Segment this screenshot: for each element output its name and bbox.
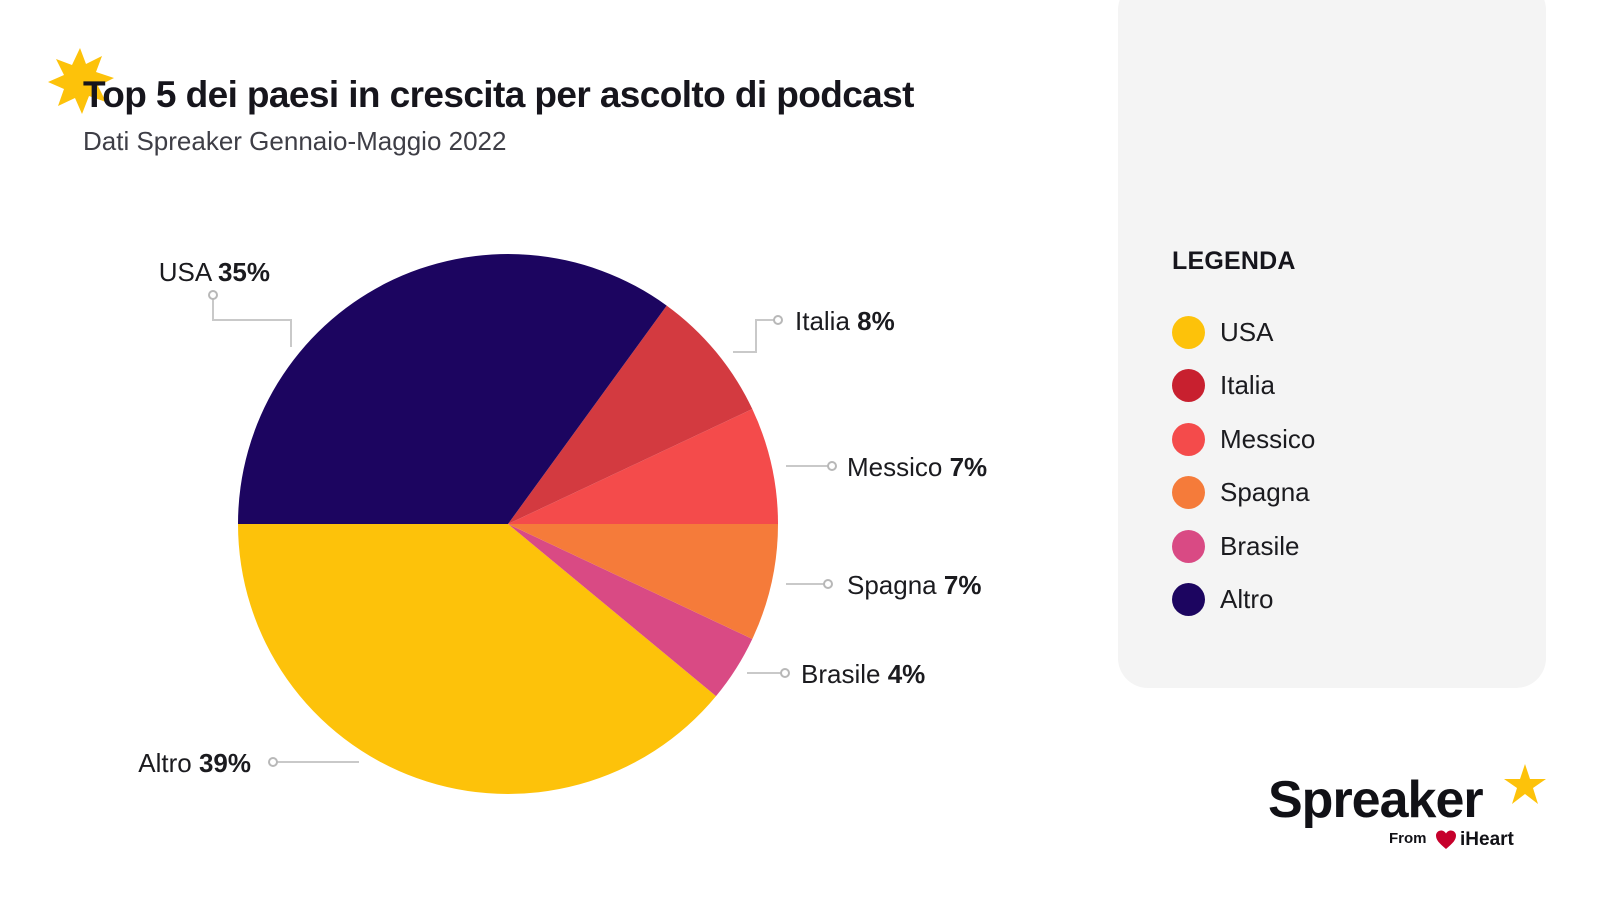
leader-dot-messico <box>827 461 837 471</box>
legend-swatch <box>1172 476 1205 509</box>
pie-slice-usa <box>237 253 667 524</box>
leader-dot-usa <box>208 290 218 300</box>
leader-dot-italia <box>773 315 783 325</box>
legend-label: Messico <box>1220 423 1316 454</box>
slice-label-name: Messico <box>847 452 950 482</box>
legend-label: Spagna <box>1220 477 1310 507</box>
legend-label: Altro <box>1220 584 1274 614</box>
leader-dot-spagna <box>823 579 833 589</box>
legend-item-messico: Messico <box>1172 422 1316 456</box>
slice-label-messico: Messico 7% <box>847 452 987 482</box>
legend-item-usa: USA <box>1172 315 1315 349</box>
legend-item-spagna: Spagna <box>1172 476 1315 509</box>
legend-title: LEGENDA <box>1172 247 1296 275</box>
heart-icon <box>1436 830 1456 849</box>
legend-item-brasile: Brasile <box>1172 529 1315 563</box>
slice-label-altro: Altro 39% <box>138 748 251 778</box>
starburst-icon <box>44 44 116 121</box>
legend-label: USA <box>1220 316 1274 347</box>
pie-slice-italia <box>508 305 753 524</box>
pie-slice-messico <box>508 409 778 524</box>
brand-logo: Spreaker From iHeart <box>1268 764 1558 860</box>
brand-star-icon <box>1504 764 1546 804</box>
legend-item-italia: Italia <box>1172 369 1315 402</box>
leader-dot-brasile <box>780 668 790 678</box>
slice-label-name: USA <box>159 257 218 287</box>
slice-label-name: Italia <box>795 306 857 336</box>
legend-swatch <box>1172 529 1205 563</box>
slice-label-name: Spagna <box>847 570 944 600</box>
slice-label-name: Altro <box>138 748 199 778</box>
starburst-shape <box>48 48 114 114</box>
brand-partner: iHeart <box>1460 829 1514 850</box>
slice-label-usa: USA 35% <box>159 257 270 287</box>
brand-from: From <box>1389 830 1427 847</box>
slice-label-brasile: Brasile 4% <box>801 659 925 689</box>
legend-swatch <box>1172 369 1205 402</box>
slice-label-value: 35% <box>218 257 270 287</box>
slice-label-name: Brasile <box>801 659 888 689</box>
slice-label-value: 39% <box>199 748 251 778</box>
pie-chart: Messico 7% Italia 8% USA 35% Altro 39% Brasi… <box>138 253 987 794</box>
pie-slice-altro <box>238 524 717 794</box>
leader-line-usa <box>212 295 292 347</box>
slice-label-value: 8% <box>857 306 895 336</box>
legend-swatch <box>1172 422 1205 456</box>
chart-subtitle: Dati Spreaker Gennaio-Maggio 2022 <box>83 126 507 156</box>
slice-label-italia: Italia 8% <box>795 306 895 336</box>
legend-swatch <box>1172 583 1205 616</box>
slice-label-spagna: Spagna 7% <box>847 570 981 600</box>
brand-name: Spreaker <box>1268 771 1484 829</box>
leader-dot-altro <box>268 757 278 767</box>
pie-slice-brasile <box>508 524 753 697</box>
slice-label-value: 7% <box>950 452 988 482</box>
legend-list: USA Italia Messico Spagna Brasile Altro <box>1172 315 1316 637</box>
slice-label-value: 7% <box>944 570 982 600</box>
chart-title: Top 5 dei paesi in crescita per ascolto … <box>83 74 914 115</box>
legend-label: Italia <box>1220 370 1275 400</box>
leader-line-italia <box>733 319 778 353</box>
legend-label: Brasile <box>1220 530 1300 561</box>
slice-label-value: 4% <box>888 659 926 689</box>
legend-swatch <box>1172 315 1205 349</box>
legend-item-altro: Altro <box>1172 583 1315 616</box>
pie-slice-spagna <box>508 524 778 639</box>
